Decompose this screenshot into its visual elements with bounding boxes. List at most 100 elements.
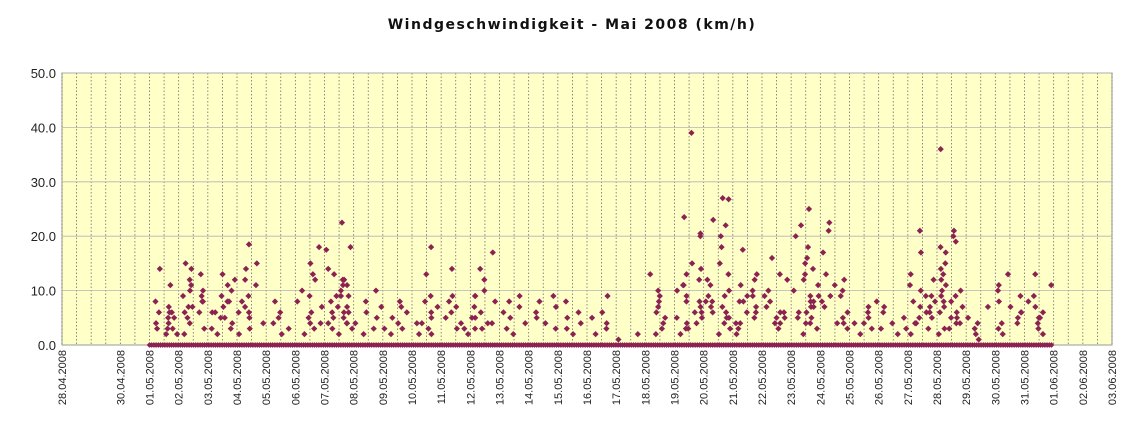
data-point bbox=[660, 320, 667, 327]
data-point bbox=[771, 320, 779, 327]
x-tick-label: 12.05.2008 bbox=[465, 350, 477, 405]
data-point bbox=[552, 325, 559, 332]
data-point bbox=[168, 309, 175, 316]
data-point bbox=[428, 314, 435, 321]
data-point bbox=[688, 260, 696, 267]
data-point bbox=[953, 320, 960, 327]
x-tick-label: 25.05.2008 bbox=[845, 350, 857, 405]
data-point bbox=[471, 303, 478, 311]
data-point bbox=[781, 314, 788, 321]
data-point bbox=[442, 314, 449, 321]
y-tick-label: 0.0 bbox=[38, 338, 56, 353]
data-point bbox=[995, 325, 1002, 332]
data-point bbox=[735, 325, 742, 332]
data-point bbox=[471, 292, 479, 300]
data-point bbox=[387, 331, 395, 338]
data-point bbox=[652, 331, 659, 338]
data-point bbox=[448, 265, 456, 272]
data-point bbox=[333, 292, 340, 300]
data-point-zero bbox=[1048, 342, 1055, 348]
data-point bbox=[928, 314, 936, 321]
data-point bbox=[329, 309, 336, 316]
data-point bbox=[974, 320, 981, 327]
data-point bbox=[1032, 271, 1039, 278]
x-tick-label: 09.05.2008 bbox=[378, 350, 390, 405]
data-point bbox=[726, 325, 734, 332]
data-point bbox=[413, 320, 420, 327]
plot-area bbox=[61, 72, 1113, 346]
data-point bbox=[971, 325, 978, 332]
data-point bbox=[903, 325, 910, 332]
data-point bbox=[188, 265, 195, 272]
data-point bbox=[563, 325, 570, 332]
data-point bbox=[542, 320, 549, 327]
x-tick-label: 26.05.2008 bbox=[874, 350, 886, 405]
data-point bbox=[716, 260, 723, 267]
x-tick-label: 08.05.2008 bbox=[349, 350, 361, 405]
data-point bbox=[428, 309, 435, 316]
data-point bbox=[743, 309, 750, 316]
data-point bbox=[403, 309, 410, 316]
grid-lines bbox=[61, 72, 1113, 345]
data-point bbox=[471, 325, 479, 332]
data-point bbox=[662, 314, 669, 321]
data-point bbox=[372, 287, 380, 294]
data-point bbox=[860, 320, 868, 327]
data-point bbox=[1039, 309, 1047, 316]
data-point bbox=[964, 314, 972, 321]
data-point bbox=[1032, 303, 1039, 311]
data-point bbox=[1025, 298, 1032, 305]
data-point bbox=[588, 314, 596, 321]
data-point bbox=[453, 325, 460, 332]
x-tick-label: 13.05.2008 bbox=[495, 350, 507, 405]
data-point bbox=[507, 314, 514, 321]
data-point bbox=[802, 320, 809, 327]
x-tick-label: 04.05.2008 bbox=[232, 350, 244, 405]
x-tick-label: 21.05.2008 bbox=[728, 350, 740, 405]
data-point bbox=[877, 325, 885, 332]
data-point bbox=[399, 325, 406, 332]
x-tick-label: 19.05.2008 bbox=[670, 350, 682, 405]
data-point bbox=[936, 309, 943, 316]
data-point bbox=[335, 331, 343, 338]
data-point bbox=[224, 282, 231, 289]
x-tick-label: 27.05.2008 bbox=[903, 350, 915, 405]
data-point bbox=[941, 325, 948, 332]
data-point bbox=[864, 309, 872, 316]
data-point bbox=[844, 325, 851, 332]
data-point bbox=[348, 325, 356, 332]
data-point bbox=[461, 325, 468, 332]
x-tick-label: 01.05.2008 bbox=[145, 350, 157, 405]
data-point bbox=[709, 309, 716, 316]
data-point bbox=[803, 309, 810, 316]
x-tick-label: 10.05.2008 bbox=[407, 350, 419, 405]
data-point bbox=[378, 303, 385, 311]
data-point bbox=[916, 314, 923, 321]
data-point bbox=[427, 292, 434, 300]
data-point bbox=[722, 309, 730, 316]
data-point bbox=[155, 309, 163, 316]
data-point bbox=[453, 303, 460, 311]
data-point bbox=[685, 325, 692, 332]
data-point bbox=[733, 331, 740, 338]
data-point bbox=[794, 314, 801, 321]
data-point bbox=[947, 314, 955, 321]
chart-title: Windgeschwindigkeit - Mai 2008 (km/h) bbox=[387, 17, 757, 33]
data-point bbox=[900, 314, 908, 321]
data-point bbox=[533, 314, 540, 321]
data-point bbox=[698, 309, 705, 316]
data-point bbox=[956, 320, 964, 327]
data-point bbox=[653, 309, 660, 316]
x-tick-label: 17.05.2008 bbox=[611, 350, 623, 405]
data-point bbox=[309, 271, 317, 278]
data-point bbox=[813, 325, 821, 332]
data-point bbox=[953, 314, 961, 321]
data-point bbox=[428, 331, 435, 338]
data-point bbox=[807, 320, 814, 327]
data-point bbox=[218, 292, 225, 300]
data-point bbox=[839, 314, 846, 321]
data-point bbox=[449, 292, 456, 300]
data-point bbox=[484, 320, 491, 327]
data-point bbox=[219, 271, 226, 278]
data-point bbox=[298, 287, 306, 294]
